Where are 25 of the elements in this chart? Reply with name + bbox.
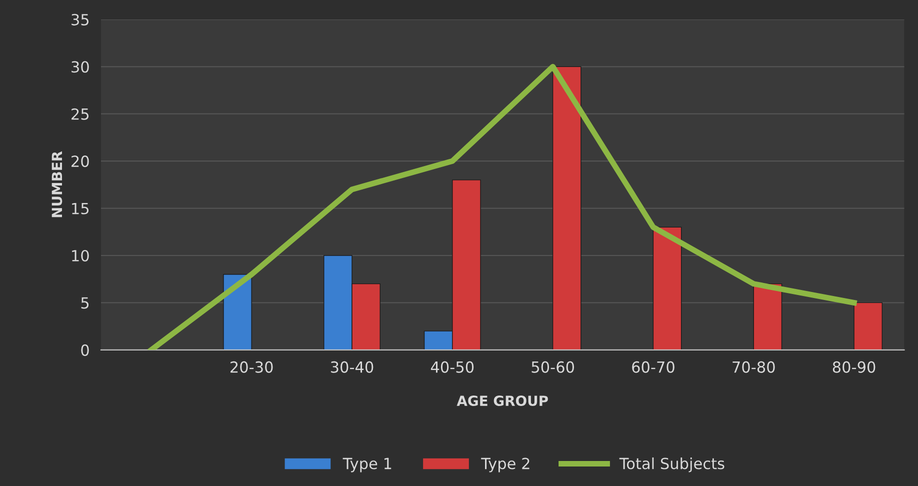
y-tick-label: 15 <box>72 202 89 214</box>
y-axis-title: NUMBER <box>52 151 62 218</box>
x-axis-title: AGE GROUP <box>456 396 548 406</box>
y-tick-label: 30 <box>72 61 89 73</box>
x-tick-label: 20-30 <box>230 361 273 373</box>
legend-label: Type 2 <box>481 458 530 472</box>
bar <box>652 226 682 350</box>
x-tick-label: 40-50 <box>430 361 474 373</box>
y-tick-label: 20 <box>72 156 89 168</box>
y-tick-label: 10 <box>72 250 89 262</box>
y-tick-label: 5 <box>81 297 89 309</box>
y-tick-label: 25 <box>72 108 89 120</box>
legend-label: Type 1 <box>342 458 392 472</box>
bar <box>854 302 882 350</box>
x-tick-label: 60-70 <box>632 361 674 373</box>
bar <box>223 274 252 350</box>
bar <box>753 283 782 350</box>
x-tick-label: 70-80 <box>732 361 775 373</box>
legend-label: Total Subjects <box>619 457 724 472</box>
x-tick-label: 30-40 <box>330 361 374 373</box>
x-tick-label: 50-60 <box>532 361 574 373</box>
x-tick-label: 80-90 <box>832 361 876 373</box>
y-tick-label: 35 <box>72 14 89 26</box>
y-tick-label: 0 <box>81 344 89 356</box>
bar <box>552 66 582 350</box>
